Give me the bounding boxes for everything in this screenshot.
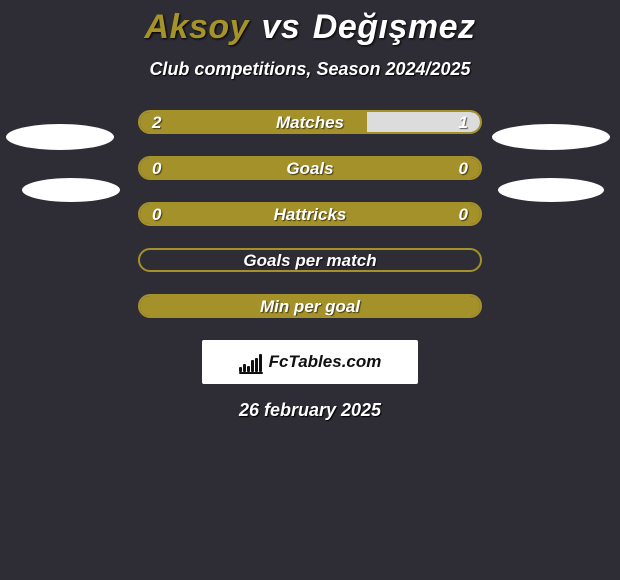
stat-label: Goals	[140, 158, 480, 180]
photo-placeholder-3	[498, 178, 604, 202]
stat-label: Hattricks	[140, 204, 480, 226]
player2-name: Değışmez	[313, 8, 476, 46]
stat-value-left: 0	[152, 158, 161, 180]
stat-value-right: 0	[459, 158, 468, 180]
comparison-card: Aksoy vs Değışmez Club competitions, Sea…	[0, 0, 620, 580]
stat-value-left: 2	[152, 112, 161, 134]
stat-label: Matches	[140, 112, 480, 134]
stat-value-right: 1	[459, 112, 468, 134]
subtitle-text: Club competitions, Season 2024/2025	[149, 59, 470, 79]
title-row: Aksoy vs Değışmez	[0, 0, 620, 47]
stat-label: Goals per match	[140, 250, 480, 272]
stat-label: Min per goal	[140, 296, 480, 318]
date-row: 26 february 2025	[0, 400, 620, 421]
vs-text: vs	[262, 8, 301, 46]
logo-inner: FcTables.com	[239, 352, 382, 372]
subtitle-row: Club competitions, Season 2024/2025	[0, 59, 620, 80]
stat-bar: Goals per match	[138, 248, 482, 272]
stat-row-matches: Matches2 1	[0, 110, 620, 134]
player1-name: Aksoy	[144, 8, 249, 46]
stat-value-left: 0	[152, 204, 161, 226]
stat-bar: Matches2 1	[138, 110, 482, 134]
fctables-logo[interactable]: FcTables.com	[202, 340, 418, 384]
date-text: 26 february 2025	[239, 400, 381, 420]
stat-bar: Goals0 0	[138, 156, 482, 180]
stat-row-goals: Goals0 0	[0, 156, 620, 180]
stat-row-goals-per-match: Goals per match	[0, 248, 620, 272]
stat-row-min-per-goal: Min per goal	[0, 294, 620, 318]
stat-bar: Min per goal	[138, 294, 482, 318]
logo-text: FcTables.com	[269, 352, 382, 372]
stat-bar: Hattricks0 0	[138, 202, 482, 226]
photo-placeholder-2	[22, 178, 120, 202]
logo-bars-icon	[239, 352, 263, 372]
stat-value-right: 0	[459, 204, 468, 226]
stat-row-hattricks: Hattricks0 0	[0, 202, 620, 226]
